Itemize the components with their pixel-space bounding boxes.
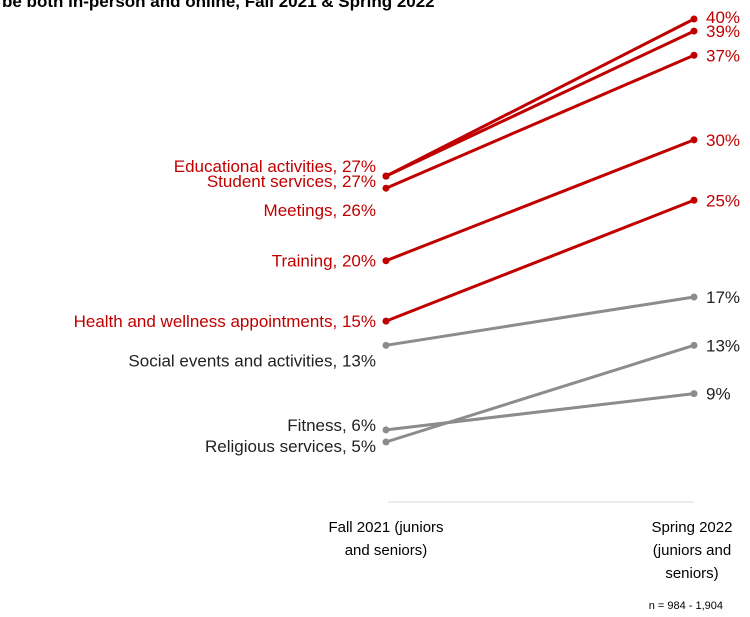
end-label-meetings: 37% — [706, 46, 740, 65]
point-start-religious-services — [382, 438, 390, 446]
x-label-spring-2022-line-1: Spring 2022 — [652, 519, 733, 536]
x-label-spring-2022-line-3: seniors) — [665, 565, 718, 582]
series-line-fitness — [384, 392, 696, 432]
x-label-fall-2021-line-1: Fall 2021 (juniors — [328, 519, 443, 536]
x-label-fall-2021-line-2: and seniors) — [345, 542, 428, 559]
series-line-religious-services — [384, 343, 696, 444]
end-label-religious-services: 13% — [706, 336, 740, 355]
x-axis-labels: Fall 2021 (juniors and seniors) Spring 202… — [328, 519, 732, 582]
end-label-training: 30% — [706, 131, 740, 150]
series-line-health-and-wellness-appointments — [384, 198, 696, 323]
start-label-fitness: Fitness, 6% — [287, 416, 376, 435]
end-label-health-and-wellness-appointments: 25% — [706, 191, 740, 210]
point-start-student-services — [382, 172, 390, 180]
start-label-religious-services: Religious services, 5% — [205, 437, 376, 456]
end-label-fitness: 9% — [706, 385, 731, 404]
start-label-student-services: Student services, 27% — [207, 172, 376, 191]
end-label-educational-activities: 40% — [706, 8, 740, 27]
point-start-meetings — [382, 184, 390, 192]
start-label-training: Training, 20% — [272, 252, 376, 271]
start-label-educational-activities: Educational activities, 27% — [174, 157, 376, 176]
series-line-meetings — [384, 53, 696, 190]
start-label-social-events-and-activities: Social events and activities, 13% — [128, 351, 376, 370]
x-label-spring-2022-line-2: (juniors and — [653, 542, 731, 559]
chart-title: be both in-person and online, Fall 2021 … — [2, 0, 435, 11]
point-start-health-and-wellness-appointments — [382, 317, 390, 325]
point-start-social-events-and-activities — [382, 341, 390, 349]
point-start-training — [382, 257, 390, 265]
end-label-student-services: 39% — [706, 22, 740, 41]
series-lines — [382, 15, 698, 446]
series-labels: Educational activities, 27% 40% Student se… — [74, 8, 740, 456]
point-end-meetings — [690, 51, 698, 59]
point-end-fitness — [690, 390, 698, 398]
point-end-educational-activities — [690, 15, 698, 23]
point-end-health-and-wellness-appointments — [690, 196, 698, 204]
point-start-fitness — [382, 426, 390, 434]
series-line-educational-activities — [384, 17, 696, 178]
series-line-training — [384, 138, 696, 263]
point-end-student-services — [690, 27, 698, 35]
start-label-meetings: Meetings, 26% — [264, 201, 376, 220]
point-end-training — [690, 136, 698, 144]
sample-size-note: n = 984 - 1,904 — [649, 600, 723, 612]
point-end-religious-services — [690, 341, 698, 349]
end-label-social-events-and-activities: 17% — [706, 288, 740, 307]
series-line-social-events-and-activities — [384, 295, 696, 347]
series-line-student-services — [384, 29, 696, 178]
point-end-social-events-and-activities — [690, 293, 698, 301]
start-label-health-and-wellness-appointments: Health and wellness appointments, 15% — [74, 312, 376, 331]
